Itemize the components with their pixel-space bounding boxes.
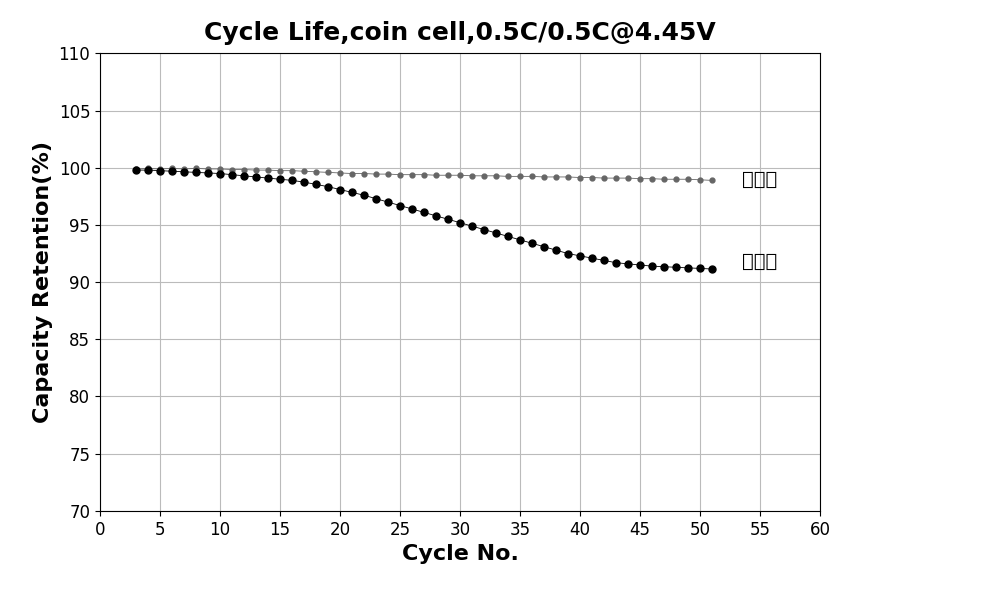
X-axis label: Cycle No.: Cycle No. bbox=[402, 544, 518, 564]
Text: 实施例: 实施例 bbox=[742, 170, 777, 189]
Text: 对比例: 对比例 bbox=[742, 252, 777, 271]
Title: Cycle Life,coin cell,0.5C/0.5C@4.45V: Cycle Life,coin cell,0.5C/0.5C@4.45V bbox=[204, 21, 716, 45]
Y-axis label: Capacity Retention(%): Capacity Retention(%) bbox=[33, 141, 53, 423]
